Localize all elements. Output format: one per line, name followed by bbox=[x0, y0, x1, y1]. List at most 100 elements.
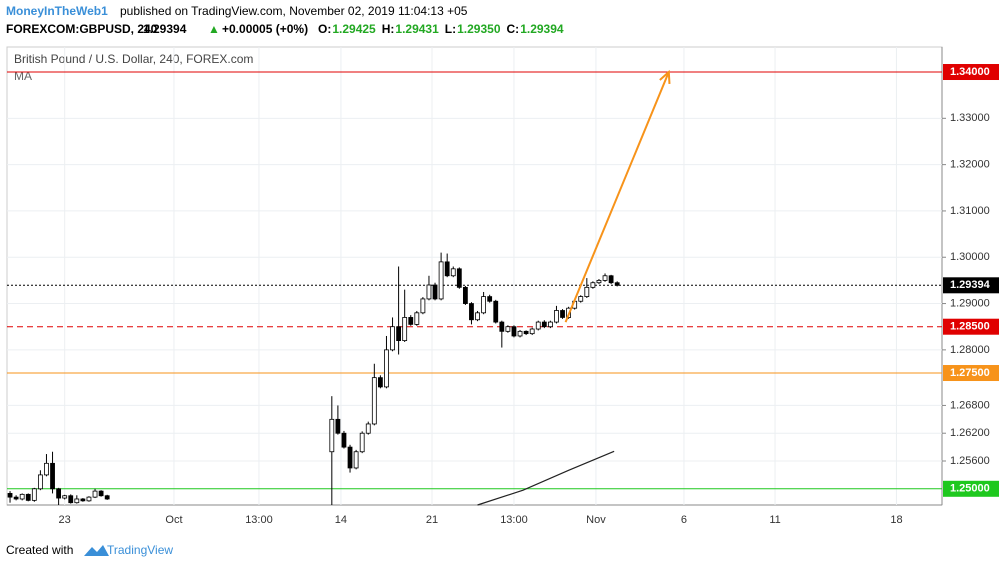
candle-body bbox=[560, 310, 565, 318]
candle-body bbox=[7, 493, 13, 498]
candle-body bbox=[19, 493, 25, 500]
candle-body bbox=[25, 493, 31, 501]
candle-body bbox=[396, 326, 402, 342]
candle-body bbox=[329, 418, 335, 453]
candle-body bbox=[365, 423, 371, 434]
change: +0.00005 (+0%) bbox=[222, 22, 308, 36]
level-label: 1.28500 bbox=[950, 321, 990, 333]
candle-body bbox=[86, 496, 92, 502]
ohlc-label: C: bbox=[507, 22, 520, 36]
candle-body bbox=[505, 326, 511, 332]
x-tick-label: 14 bbox=[335, 514, 347, 526]
x-tick-label: 13:00 bbox=[245, 514, 273, 526]
candle-body bbox=[37, 474, 43, 490]
candle-body bbox=[438, 261, 444, 300]
y-tick-label: 1.33000 bbox=[950, 112, 990, 124]
brand-logo bbox=[84, 545, 109, 556]
last-price: 1.29394 bbox=[143, 22, 187, 36]
candle-body bbox=[541, 321, 547, 328]
grid bbox=[7, 47, 942, 505]
symbol: FOREXCOM:GBPUSD, 240 bbox=[6, 22, 158, 36]
x-tick-label: 18 bbox=[890, 514, 902, 526]
candle-body bbox=[31, 488, 37, 501]
projection-arrow bbox=[564, 71, 670, 323]
footer-created: Created with bbox=[6, 543, 73, 557]
level-label: 1.34000 bbox=[950, 66, 990, 78]
author[interactable]: MoneyInTheWeb1 bbox=[6, 4, 108, 18]
candle-body bbox=[359, 432, 365, 453]
candle-body bbox=[13, 496, 19, 500]
candle-body bbox=[602, 275, 608, 281]
candle-body bbox=[493, 300, 499, 323]
candle-body bbox=[341, 432, 347, 448]
candle-body bbox=[68, 495, 74, 504]
candle-body bbox=[347, 446, 353, 469]
candle-body bbox=[377, 377, 383, 388]
y-tick-label: 1.29000 bbox=[950, 297, 990, 309]
candle-body bbox=[408, 317, 414, 325]
x-tick-label: 6 bbox=[681, 514, 687, 526]
candle-body bbox=[426, 284, 432, 300]
change-arrow: ▲ bbox=[208, 22, 220, 36]
x-tick-label: 21 bbox=[426, 514, 438, 526]
candle-body bbox=[517, 330, 523, 337]
candle-body bbox=[578, 296, 584, 302]
candle-body bbox=[92, 490, 98, 498]
candle-body bbox=[444, 261, 450, 277]
ohlc-value: 1.29431 bbox=[395, 22, 439, 36]
candle-body bbox=[554, 310, 559, 323]
candle-body bbox=[80, 498, 86, 502]
candle-body bbox=[596, 279, 602, 284]
candle-body bbox=[62, 495, 68, 499]
candle-body bbox=[353, 451, 359, 469]
x-tick-label: Nov bbox=[586, 514, 606, 526]
candle-body bbox=[529, 328, 535, 335]
footer-brand[interactable]: TradingView bbox=[107, 543, 173, 557]
candle-body bbox=[469, 303, 474, 321]
x-tick-label: 13:00 bbox=[500, 514, 528, 526]
candle-body bbox=[74, 498, 80, 504]
ma-line bbox=[477, 450, 615, 506]
level-badge bbox=[943, 318, 999, 335]
candle-body bbox=[535, 321, 541, 330]
ohlc-value: 1.29394 bbox=[520, 22, 564, 36]
candle-body bbox=[335, 418, 341, 434]
y-tick-label: 1.30000 bbox=[950, 251, 990, 263]
x-tick-label: 23 bbox=[59, 514, 71, 526]
candle-body bbox=[590, 282, 596, 288]
y-tick-label: 1.32000 bbox=[950, 159, 990, 171]
candle-body bbox=[462, 286, 468, 304]
candle-body bbox=[450, 268, 456, 277]
y-tick-label: 1.25600 bbox=[950, 455, 990, 467]
level-badge bbox=[943, 365, 999, 382]
ohlc-value: 1.29350 bbox=[457, 22, 501, 36]
candle-body bbox=[456, 268, 462, 288]
y-tick-label: 1.26800 bbox=[950, 399, 990, 411]
candle-body bbox=[44, 462, 49, 476]
candle-body bbox=[523, 330, 529, 335]
candle-body bbox=[50, 462, 55, 490]
published: published on TradingView.com, November 0… bbox=[120, 4, 468, 18]
x-tick-label: Oct bbox=[165, 514, 182, 526]
pane-border bbox=[6, 46, 943, 506]
candle-body bbox=[390, 326, 395, 351]
y-tick-label: 1.26200 bbox=[950, 427, 990, 439]
level-badge bbox=[943, 480, 999, 497]
candle-body bbox=[402, 317, 408, 342]
ohlc-label: O: bbox=[318, 22, 331, 36]
candle-body bbox=[584, 286, 590, 298]
level-label: 1.25000 bbox=[950, 483, 990, 495]
candle-body bbox=[432, 284, 438, 300]
candle-body bbox=[608, 275, 614, 284]
arrow-head bbox=[659, 69, 671, 85]
candle-body bbox=[547, 321, 553, 328]
candle-body bbox=[371, 377, 377, 425]
candle-body bbox=[511, 326, 517, 337]
candle-body bbox=[499, 321, 505, 332]
candle-body bbox=[414, 312, 420, 325]
candle-body bbox=[384, 349, 389, 388]
candle-body bbox=[614, 282, 620, 286]
ohlc-label: L: bbox=[445, 22, 456, 36]
